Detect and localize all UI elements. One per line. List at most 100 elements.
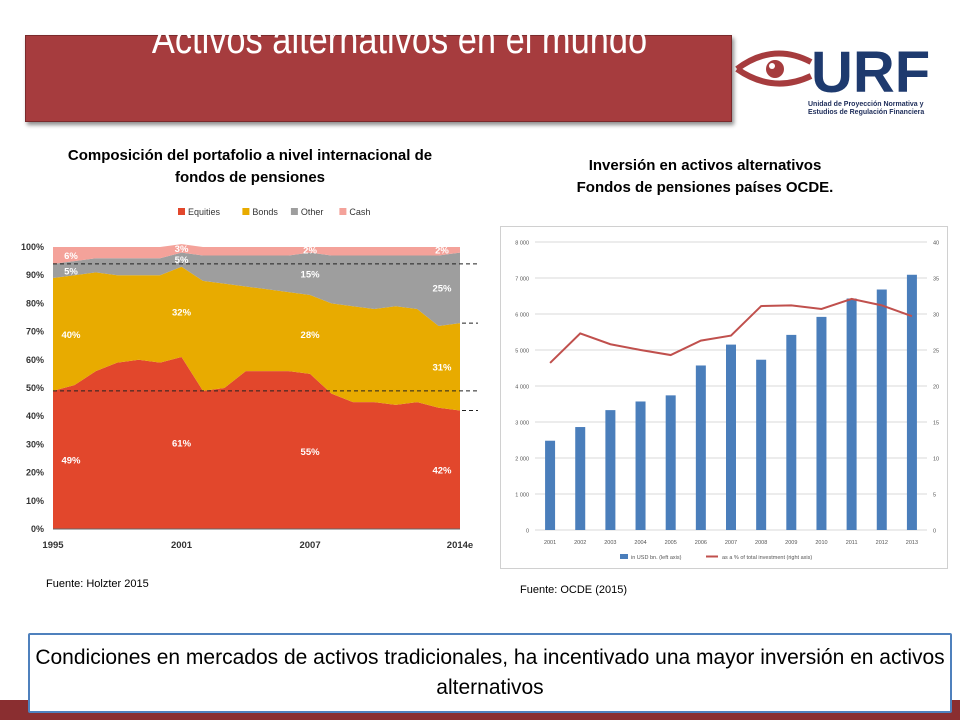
y-tick-label: 60% [26,355,44,365]
logo-subtitle-line2: Estudios de Regulación Financiera [808,109,925,116]
y2-tick-label: 25 [933,349,939,355]
y-tick-label: 100% [21,242,44,252]
area-equities [53,356,460,529]
legend-item-other: Other [290,207,324,217]
bar-2005 [665,395,676,530]
data-label: 32% [172,307,192,318]
y-tick-label: 90% [26,270,44,280]
chart-frame [500,226,948,569]
bar-2008 [756,359,767,530]
alternative-investment-chart: 0 1 000 2 000 3 000 4 000 5 000 6 000 7 000 8 00… [500,226,948,569]
bar-2004 [635,401,646,530]
data-label: 31% [432,362,452,373]
x-tick-label: 2007 [299,540,320,551]
right-chart-title-line2: Fondos de pensiones países OCDE. [576,179,834,196]
x-tick-label: 2012 [876,540,888,546]
bar-2009 [786,334,797,530]
bar-2006 [695,365,706,530]
x-tick-label: 2007 [725,540,737,546]
bar-2002 [575,427,586,530]
right-source: Fuente: OCDE (2015) [520,584,627,596]
legend-label: Other [301,207,324,217]
y2-tick-label: 30 [933,313,939,319]
legend-label: Equities [188,207,221,217]
logo-subtitle-line1: Unidad de Proyección Normativa y [808,101,924,108]
data-label: 5% [64,266,78,277]
y-tick-label: 0% [31,524,44,534]
logo-subtitle: Unidad de Proyección Normativa y Estudios… [808,101,924,117]
bar-2012 [876,289,887,530]
conclusion-box: Condiciones en mercados de activos tradi… [28,633,952,713]
data-label: 2% [435,245,449,256]
legend-item-bonds: Bonds [242,207,278,217]
y-tick-label: 2 000 [515,457,529,463]
legend-swatch [178,208,185,215]
data-label: 25% [432,283,452,294]
data-label: 2% [303,245,317,256]
conclusion-text: Condiciones en mercados de activos tradi… [35,646,945,699]
title-bar [25,35,732,122]
left-source: Fuente: Holzter 2015 [46,578,149,590]
data-label: 15% [301,269,321,280]
y-tick-label: 70% [26,327,44,337]
urf-logo: URF [735,40,930,105]
right-chart-title-line1: Inversión en activos alternativos [588,157,822,174]
bar-2007 [726,344,736,530]
x-tick-label: 2009 [785,540,797,546]
bar-2003 [605,410,616,530]
bar-2011 [846,298,857,530]
y2-tick-label: 20 [933,385,939,391]
legend-label: Bonds [252,207,278,217]
data-label: 42% [432,465,452,476]
x-tick-label: 2011 [846,540,858,546]
y2-tick-label: 0 [933,529,936,535]
bar-2013 [906,274,917,530]
x-tick-label: 2006 [695,540,707,546]
x-tick-label: 1995 [42,540,64,551]
y-tick-label: 3 000 [515,421,529,427]
y2-tick-label: 35 [933,277,939,283]
legend-label-bars: in USD bn. (left axis) [631,555,682,561]
legend: in USD bn. (left axis) as a % of total in… [620,554,812,561]
data-label: 40% [61,330,81,341]
y-tick-label: 8 000 [515,241,529,247]
bar-2001 [545,440,556,530]
data-label: 61% [172,438,192,449]
line-share-of-investment [549,297,913,364]
legend-swatch [339,208,347,215]
legend-swatch-bars [620,554,628,559]
y2-tick-label: 15 [933,421,939,427]
left-chart-title: Composición del portafolio a nivel inter… [30,145,470,189]
legend-swatch [290,208,298,215]
data-label: 6% [64,251,78,262]
data-label: 5% [175,255,189,266]
legend-label-line: as a % of total investment (right axis) [722,555,812,561]
y-tick-label: 7 000 [515,277,529,283]
area-other [53,252,460,326]
eye-icon [735,50,813,87]
y-tick-label: 0 [526,529,529,535]
x-tick-label: 2002 [574,540,586,546]
y-tick-label: 5 000 [515,349,529,355]
x-tick-label: 2014e [447,540,473,551]
data-label: 49% [61,455,81,466]
bar-2010 [816,316,827,530]
y-tick-label: 80% [26,298,44,308]
data-label: 3% [175,244,189,255]
legend-label: Cash [349,207,370,217]
logo-text: URF [811,40,930,105]
data-label: 55% [301,447,321,458]
x-tick-label: 2008 [755,540,767,546]
area-bonds [53,266,460,411]
slide-title: Activos alternativos en el mundo [151,18,648,62]
x-tick-label: 2010 [815,540,827,546]
legend-swatch [242,208,250,215]
y-tick-label: 50% [26,383,44,393]
x-tick-label: 2001 [544,540,556,546]
legend-item-cash: Cash [339,207,370,217]
y2-tick-label: 40 [933,241,939,247]
area-cash [53,244,460,264]
portfolio-composition-chart: Equities Bonds Other Cash 0% 10% 20% 30% 40% 50% 6… [21,207,478,551]
y-tick-label: 1 000 [515,493,529,499]
x-tick-label: 2003 [604,540,616,546]
